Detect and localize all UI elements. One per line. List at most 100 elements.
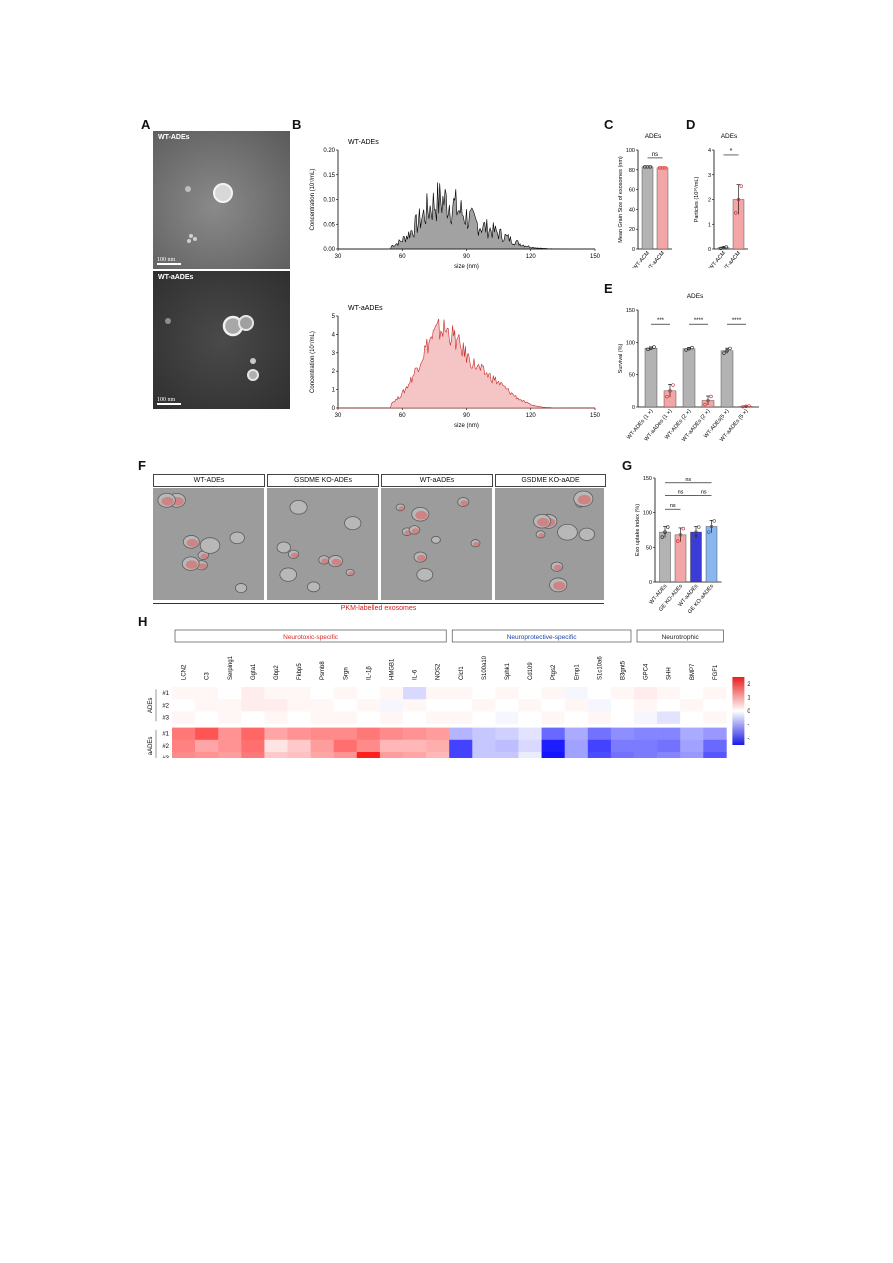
gene-label: Ptgs2 bbox=[551, 664, 557, 680]
heatmap-cell bbox=[541, 727, 565, 741]
cell bbox=[578, 527, 595, 541]
data-point bbox=[734, 211, 738, 215]
gene-label: Serping1 bbox=[228, 655, 234, 680]
heatmap-cell bbox=[218, 727, 242, 741]
x-tick-label: 120 bbox=[526, 413, 537, 419]
heatmap-cell bbox=[518, 687, 542, 700]
heatmap-cell bbox=[356, 739, 381, 753]
heatmap-cell bbox=[564, 752, 589, 758]
exosome-signal bbox=[416, 554, 426, 562]
data-point bbox=[697, 525, 701, 529]
heatmap-cell bbox=[264, 711, 288, 724]
y-tick-label: 3 bbox=[332, 351, 336, 357]
row-label: #2 bbox=[162, 744, 169, 750]
micrograph-wt-aades-picture bbox=[395, 497, 481, 582]
panel-letter-c: C bbox=[604, 117, 614, 132]
cell bbox=[229, 531, 245, 545]
heatmap-cell bbox=[703, 727, 727, 741]
heatmap-cell bbox=[610, 687, 635, 700]
exosome-signal bbox=[331, 558, 342, 566]
heatmap-cell bbox=[195, 699, 219, 712]
heatmap-cell bbox=[449, 739, 473, 753]
panel-letter-f: F bbox=[138, 458, 146, 473]
heatmap-cell bbox=[541, 687, 565, 700]
heatmap-cell bbox=[310, 739, 334, 753]
heatmap-cell bbox=[541, 699, 565, 712]
cell bbox=[431, 535, 441, 544]
data-point bbox=[691, 535, 695, 539]
heatmap-cell bbox=[241, 752, 265, 758]
cell bbox=[279, 567, 298, 582]
scale-label: 100 nm bbox=[157, 257, 176, 263]
row-label: #1 bbox=[162, 732, 169, 738]
row-group-label: ADEs bbox=[148, 698, 154, 713]
chart-b-title: WT-aADEs bbox=[348, 305, 383, 312]
panel-f-header-wt-aades: WT-aADEs bbox=[381, 474, 493, 487]
exosome-signal bbox=[161, 496, 174, 506]
heatmap-cell bbox=[310, 711, 334, 724]
heatmap-cell bbox=[287, 699, 311, 712]
micrograph-gsdme-ko-ades-picture bbox=[276, 499, 362, 593]
heatmap-cell bbox=[610, 699, 635, 712]
cell bbox=[289, 499, 308, 515]
panel-letter-e: E bbox=[604, 281, 613, 296]
data-point bbox=[646, 347, 650, 352]
micrograph-wt-ades-picture bbox=[157, 492, 248, 594]
heatmap-cell bbox=[218, 699, 242, 712]
heatmap-cell bbox=[403, 687, 427, 700]
y-axis-label: Concentration (10⁷/mL) bbox=[309, 331, 316, 393]
heatmap-cell bbox=[564, 727, 589, 741]
heatmap-cell bbox=[195, 711, 219, 724]
heatmap-cell bbox=[264, 699, 288, 712]
heatmap-cell bbox=[426, 752, 450, 758]
gene-label: IL-1β bbox=[366, 666, 372, 680]
y-axis-label: Concentration (10⁷/mL) bbox=[309, 169, 316, 231]
heatmap-cell bbox=[472, 739, 496, 753]
data-point bbox=[725, 349, 729, 353]
heatmap-cell bbox=[634, 711, 658, 724]
data-point bbox=[649, 346, 653, 350]
heatmap-cell bbox=[657, 739, 681, 753]
heatmap-cell bbox=[333, 711, 358, 724]
scale-label: 100 nm bbox=[157, 397, 176, 403]
data-point bbox=[707, 530, 711, 534]
gene-label: Cd109 bbox=[528, 662, 534, 680]
heatmap-cell bbox=[264, 727, 288, 741]
heatmap-cell bbox=[564, 739, 589, 753]
x-axis-label: size (nm) bbox=[454, 264, 479, 270]
heatmap-cell bbox=[241, 699, 265, 712]
y-tick-label: 4 bbox=[708, 148, 711, 154]
gene-label: BMP7 bbox=[690, 663, 696, 680]
heatmap-cell bbox=[403, 711, 427, 724]
y-tick-label: 3 bbox=[708, 173, 711, 179]
heatmap-cell bbox=[518, 711, 542, 724]
gene-label: SHH bbox=[667, 667, 673, 680]
heatmap-cell bbox=[680, 752, 704, 758]
tem-label: WT-ADEs bbox=[158, 134, 190, 141]
y-tick-label: 100 bbox=[626, 340, 635, 346]
heatmap-cell bbox=[310, 752, 334, 758]
distribution-trace bbox=[338, 318, 595, 409]
panel-letter-a: A bbox=[141, 117, 151, 132]
gene-group-box bbox=[451, 629, 632, 643]
heatmap-cell bbox=[264, 752, 288, 758]
heatmap-cell bbox=[426, 711, 450, 724]
heatmap-cell bbox=[587, 699, 612, 712]
heatmap-cell bbox=[426, 739, 450, 753]
heatmap-cell bbox=[495, 727, 519, 741]
y-tick-label: 1 bbox=[708, 222, 711, 228]
y-tick-label: 50 bbox=[629, 373, 635, 379]
heatmap-cell bbox=[172, 752, 196, 758]
exosome-signal bbox=[290, 552, 299, 558]
gene-label: C3 bbox=[205, 672, 211, 680]
heatmap-cell bbox=[518, 699, 542, 712]
panel-f-header-wt-ades: WT-ADEs bbox=[153, 474, 265, 487]
y-tick-label: 0 bbox=[632, 247, 635, 253]
heatmap-cell bbox=[241, 687, 265, 700]
bar bbox=[690, 531, 702, 583]
panel-f-microscopy: WT-ADEs GSDME KO-ADEs WT-aADEs GSDME KO-… bbox=[153, 474, 606, 604]
heatmap-cell bbox=[703, 699, 727, 712]
row-group-label: aADEs bbox=[148, 737, 154, 756]
